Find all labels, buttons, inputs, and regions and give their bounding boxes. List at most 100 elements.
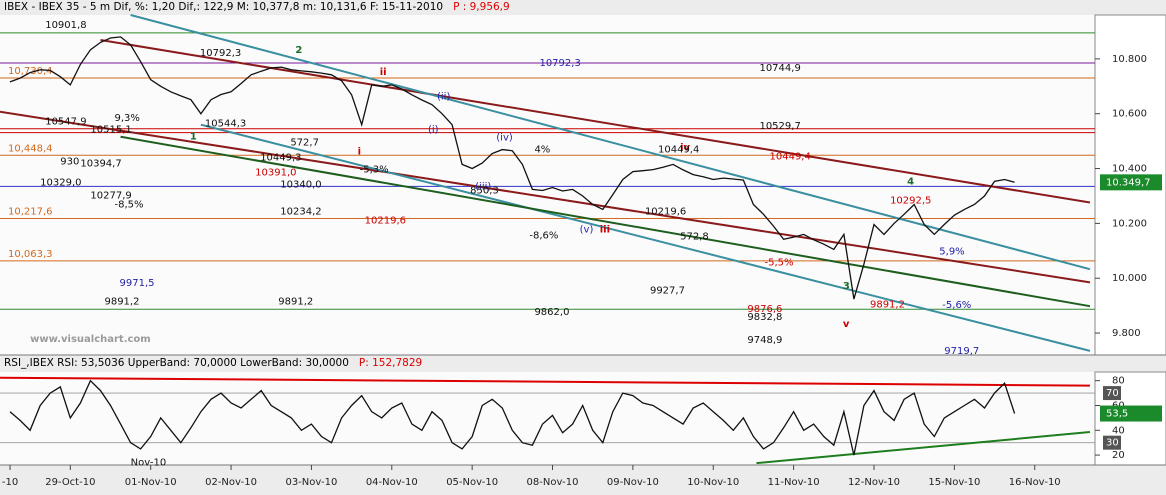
annotation: (iii): [475, 181, 491, 192]
last-value-box: [1100, 174, 1162, 191]
level-label: 10,063,3: [8, 249, 53, 260]
annotation: www.visualchart.com: [30, 334, 151, 345]
annotation: 10219,6: [645, 206, 686, 217]
annotation: 9719,7: [944, 346, 979, 357]
annotation: 10391,0: [255, 168, 296, 179]
annotation: -5,6%: [942, 300, 971, 311]
band-label: 70: [1106, 388, 1119, 399]
annotation: 10329,0: [40, 178, 81, 189]
annotation: 9891,2: [870, 299, 905, 310]
annotation: 9876,6: [747, 304, 782, 315]
annotation: 9971,5: [120, 278, 155, 289]
y-tick-label: 80: [1112, 376, 1125, 387]
annotation: 9832,8: [747, 312, 782, 323]
annotation: 4: [907, 176, 914, 187]
annotation: 9927,7: [650, 285, 685, 296]
band-label: 30: [1106, 438, 1119, 449]
annotation: 10277,9: [90, 190, 131, 201]
x-tick-label: 11-Nov-10: [768, 477, 820, 488]
price-header: IBEX - IBEX 35 - 5 m Dif, %: 1,20 Dif,: …: [4, 1, 510, 13]
annotation: 10792,3: [200, 48, 241, 59]
trend-line: [0, 110, 1091, 284]
annotation: -8,6%: [529, 230, 558, 241]
last-value-box: [1100, 405, 1162, 422]
annotation: -8,5%: [115, 199, 144, 210]
annotation: (v): [580, 224, 594, 235]
annotation: 9891,2: [278, 296, 313, 307]
annotation: 3: [843, 281, 850, 292]
y-tick-label: 9.800: [1112, 328, 1141, 339]
x-tick-label: -10: [2, 477, 18, 488]
y-tick-label: 10.000: [1112, 273, 1147, 284]
x-tick-label: 12-Nov-10: [848, 477, 900, 488]
annotation: 10449,4: [658, 145, 699, 156]
x-tick-label: 15-Nov-10: [928, 477, 980, 488]
trend-line: [130, 14, 1091, 271]
annotation: iv: [680, 143, 690, 154]
annotation: 850,3: [470, 185, 499, 196]
x-tick-label: 10-Nov-10: [687, 477, 739, 488]
x-tick-label: 08-Nov-10: [527, 477, 579, 488]
series-line: [9, 379, 1016, 456]
annotation: 10744,9: [759, 63, 800, 74]
annotation: ii: [380, 67, 387, 78]
annotation: iii: [600, 224, 610, 235]
x-tick-label: 04-Nov-10: [366, 477, 418, 488]
y-tick-label: 10.600: [1112, 109, 1147, 120]
x-tick-label: 03-Nov-10: [285, 477, 337, 488]
annotation: 9748,9: [747, 335, 782, 346]
level-label: 10,448,4: [8, 143, 53, 154]
annotation: i: [358, 147, 361, 158]
y-tick-label: 10.400: [1112, 164, 1147, 175]
trend-line: [120, 135, 1091, 308]
y-tick-label: 10.200: [1112, 218, 1147, 229]
annotation: (ii): [437, 92, 450, 103]
annotation: 10544,3: [205, 119, 246, 130]
trend-line: [756, 431, 1091, 465]
trend-line: [100, 38, 1091, 204]
level-label: 10,730,4: [8, 66, 53, 77]
series-line: [9, 36, 1015, 300]
annotation: 572,7: [290, 138, 319, 149]
annotation: 10292,5: [890, 195, 931, 206]
y-tick-label: 10.800: [1112, 54, 1147, 65]
annotation: 10234,2: [280, 206, 321, 217]
x-tick-label: 05-Nov-10: [446, 477, 498, 488]
annotation: (i): [428, 125, 439, 136]
annotation: 10547,9: [45, 117, 86, 128]
annotation: 9862,0: [534, 307, 569, 318]
annotation: 930: [60, 157, 79, 168]
last-value-label: 10.349,7: [1106, 177, 1151, 188]
level-label: 10,217,6: [8, 207, 53, 218]
y-tick-label: 40: [1112, 425, 1125, 436]
rsi-pane: [0, 372, 1095, 465]
annotation: 5,9%: [939, 246, 964, 257]
annotation: 10449,3: [260, 153, 301, 164]
rsi-title-note: P: 152,7829: [359, 357, 422, 369]
annotation: 10529,7: [759, 121, 800, 132]
x-tick-label: 01-Nov-10: [125, 477, 177, 488]
annotation: Nov-10: [131, 458, 167, 469]
annotation: 10340,0: [280, 179, 321, 190]
annotation: 10792,3: [539, 58, 580, 69]
annotation: 10394,7: [80, 159, 121, 170]
annotation: 1: [190, 132, 197, 143]
price-title-note: P : 9,956,9: [453, 1, 510, 13]
band-box: [1103, 386, 1121, 401]
price-pane: [0, 15, 1095, 355]
annotation: -5,5%: [764, 257, 793, 268]
annotation: (iv): [496, 133, 513, 144]
band-box: [1103, 435, 1121, 450]
annotation: 2: [295, 45, 302, 56]
annotation: -5,3%: [360, 165, 389, 176]
x-tick-label: 02-Nov-10: [205, 477, 257, 488]
rsi-title: RSI_,IBEX RSI: 53,5036 UpperBand: 70,000…: [4, 357, 349, 369]
trend-line: [0, 376, 1090, 387]
annotation: 9891,2: [104, 296, 139, 307]
last-value-label: 53,5: [1106, 409, 1128, 420]
rsi-header: RSI_,IBEX RSI: 53,5036 UpperBand: 70,000…: [4, 357, 422, 369]
annotation: 9,3%: [115, 113, 140, 124]
annotation: 572,8: [680, 231, 709, 242]
